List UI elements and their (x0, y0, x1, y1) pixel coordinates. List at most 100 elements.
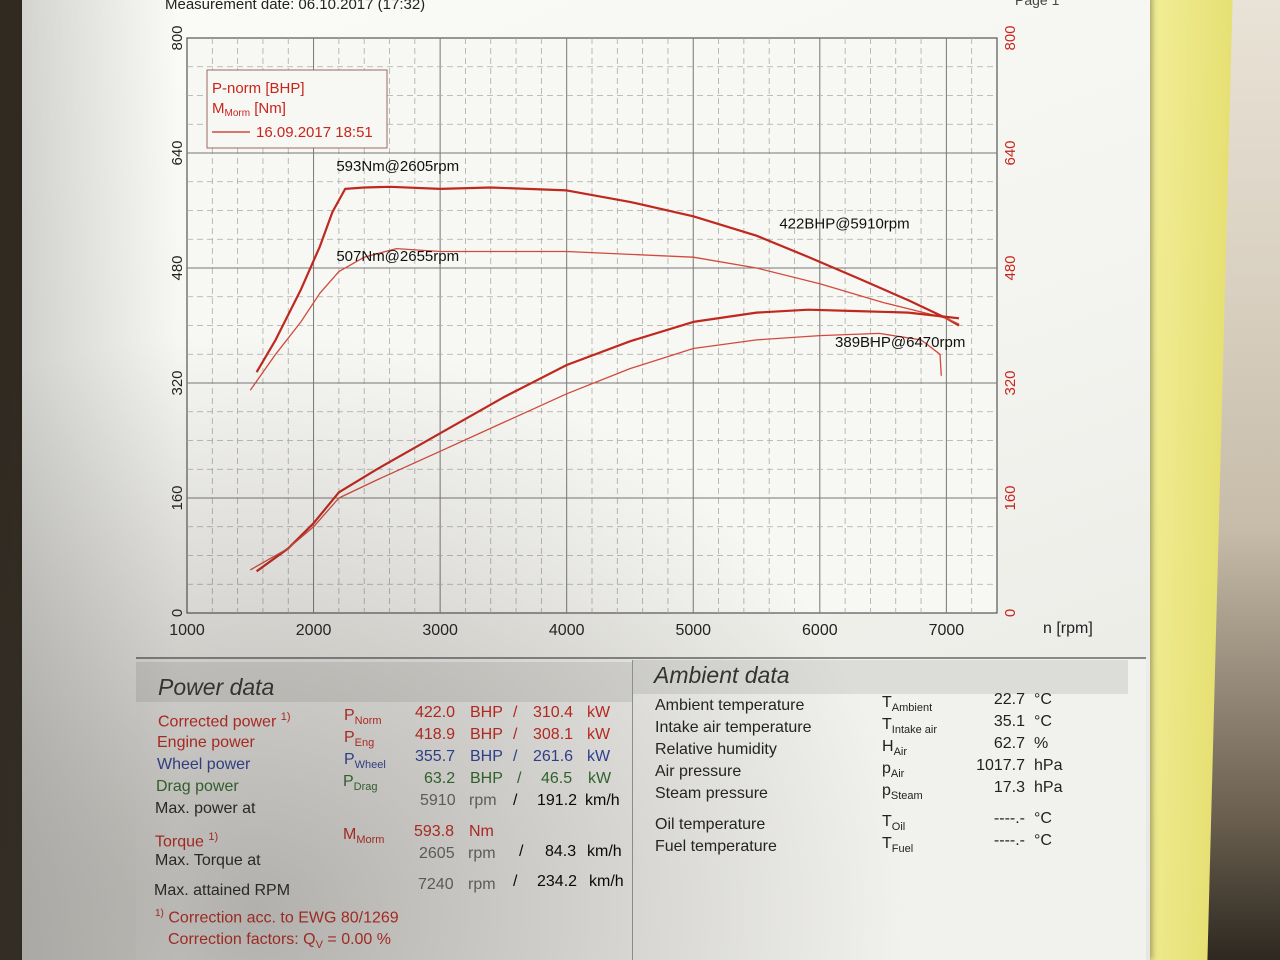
sym-p-eng: PEng (344, 729, 374, 749)
sym-p-norm: PNorm (344, 707, 382, 727)
corrected-kw-value: 310.4 (533, 704, 574, 721)
ambient-data-header (632, 660, 1128, 694)
sym-p-drag-main: P (343, 773, 354, 790)
dyno-chart: 1000 2000 3000 4000 5000 6000 7000 0 160 320 480 64… (169, 25, 1093, 639)
ambient-unit: % (1034, 735, 1049, 752)
measurement-date: Measurement date: 06.10.2017 (17:32) (165, 0, 426, 13)
wheel-kw-unit: kW (587, 748, 611, 765)
ambient-symbol: pSteam (882, 782, 923, 802)
max-power-rpm-value: 5910 (420, 792, 456, 809)
chart-ticks: 1000 2000 3000 4000 5000 6000 7000 0 160 320 480 64… (169, 25, 1019, 639)
max-power-slash: / (513, 792, 518, 809)
ambient-symbol-sub: Oil (891, 821, 906, 834)
ambient-symbol-sub: Air (893, 746, 908, 759)
sym-p-norm-main: P (344, 707, 355, 724)
x-tick-label: 4000 (549, 622, 585, 639)
y-tick-right: 800 (1002, 25, 1019, 50)
ambient-label: Oil temperature (655, 816, 766, 833)
torque-value: 593.8 (414, 823, 455, 840)
ambient-unit: hPa (1034, 757, 1063, 774)
ambient-symbol-main: T (882, 835, 892, 852)
max-power-at-label: Max. power at (155, 800, 256, 817)
ambient-value: 17.3 (993, 779, 1025, 796)
ambient-symbol-sub: Steam (890, 790, 923, 803)
corrected-bhp-unit: BHP (470, 704, 503, 721)
ambient-unit: °C (1034, 713, 1052, 730)
ambient-symbol-sub: Fuel (891, 843, 914, 856)
engine-bhp-unit: BHP (470, 726, 503, 743)
drag-bhp-value: 63.2 (424, 770, 456, 787)
y-tick-left: 800 (169, 25, 186, 50)
ambient-symbol: TOil (882, 813, 905, 833)
ambient-symbol: TAmbient (882, 694, 932, 714)
ambient-unit: °C (1034, 810, 1052, 827)
ambient-label: Air pressure (655, 763, 742, 780)
drag-kw-value: 46.5 (541, 770, 573, 787)
power-data-header (136, 662, 632, 702)
max-rpm-unit: rpm (468, 876, 496, 893)
y-tick-left: 480 (169, 255, 186, 280)
wheel-kw-value: 261.6 (533, 748, 574, 765)
correction-factors: Correction factors: QV = 0.00 % (168, 931, 391, 951)
legend-entry: 16.09.2017 18:51 (256, 124, 373, 141)
sym-m-morm: MMorm (343, 826, 384, 846)
correction-factors-sub: V (315, 939, 323, 952)
legend-box (206, 69, 388, 149)
engine-kw-unit: kW (587, 726, 611, 743)
y-tick-left: 640 (169, 140, 186, 165)
torque-footnote-mark: 1) (208, 831, 219, 843)
y-tick-right: 480 (1002, 255, 1019, 280)
sym-p-wheel-main: P (344, 751, 355, 768)
corrected-power-footnote-mark: 1) (280, 711, 291, 723)
y-tick-right: 640 (1002, 140, 1019, 165)
ambient-value: ----.- (993, 832, 1025, 849)
sym-p-norm-sub: Norm (354, 715, 382, 728)
ambient-symbol: HAir (882, 738, 907, 758)
y-tick-left: 160 (169, 485, 186, 510)
y-tick-left: 0 (169, 609, 186, 617)
sym-p-eng-sub: Eng (354, 737, 375, 750)
sym-p-drag: PDrag (343, 773, 378, 793)
footnote-text: Correction acc. to EWG 80/1269 (168, 909, 399, 927)
ambient-unit: hPa (1034, 779, 1063, 796)
sym-p-wheel: PWheel (344, 751, 386, 771)
drag-bhp-unit: BHP (470, 770, 503, 787)
y-tick-right: 0 (1002, 609, 1019, 617)
ambient-value: ----.- (993, 810, 1025, 827)
annotation-label: 422BHP@5910rpm (779, 215, 909, 232)
series-line (249, 332, 942, 571)
torque-label-text: Torque (155, 833, 204, 851)
engine-kw-value: 308.1 (533, 726, 574, 743)
corrected-slash: / (513, 704, 518, 721)
torque-unit: Nm (469, 823, 494, 840)
ambient-symbol-main: T (882, 694, 892, 711)
max-torque-speed-unit: km/h (587, 843, 622, 860)
wheel-slash: / (513, 748, 518, 765)
ambient-data-title: Ambient data (654, 662, 790, 688)
engine-slash: / (513, 726, 518, 743)
max-torque-speed-value: 84.3 (545, 843, 577, 860)
ambient-label: Relative humidity (655, 741, 777, 758)
max-power-speed-value: 191.2 (537, 792, 578, 809)
sym-m-morm-main: M (343, 826, 357, 843)
ambient-label: Fuel temperature (655, 838, 777, 855)
annotation-label: 507Nm@2655rpm (336, 248, 459, 265)
ambient-symbol-main: p (882, 760, 891, 777)
ambient-symbol-main: p (882, 782, 891, 799)
corrected-power-label: Corrected power 1) (158, 711, 291, 731)
legend-line1: P-norm [BHP] (212, 80, 305, 97)
max-torque-rpm-value: 2605 (419, 845, 455, 862)
ambient-symbol: pAir (882, 760, 904, 780)
max-rpm-slash: / (513, 873, 518, 890)
annotation-label: 389BHP@6470rpm (835, 334, 965, 351)
wheel-power-label: Wheel power (157, 756, 251, 773)
ambient-unit: °C (1034, 832, 1052, 849)
ambient-symbol-main: H (882, 738, 894, 755)
y-tick-right: 320 (1002, 370, 1019, 395)
max-torque-slash: / (519, 843, 524, 860)
sym-p-wheel-sub: Wheel (354, 759, 386, 772)
series-line (255, 185, 960, 373)
max-torque-at-label: Max. Torque at (155, 852, 261, 869)
footnote-correction: 1) Correction acc. to EWG 80/1269 (155, 908, 399, 927)
max-rpm-value: 7240 (418, 876, 454, 893)
